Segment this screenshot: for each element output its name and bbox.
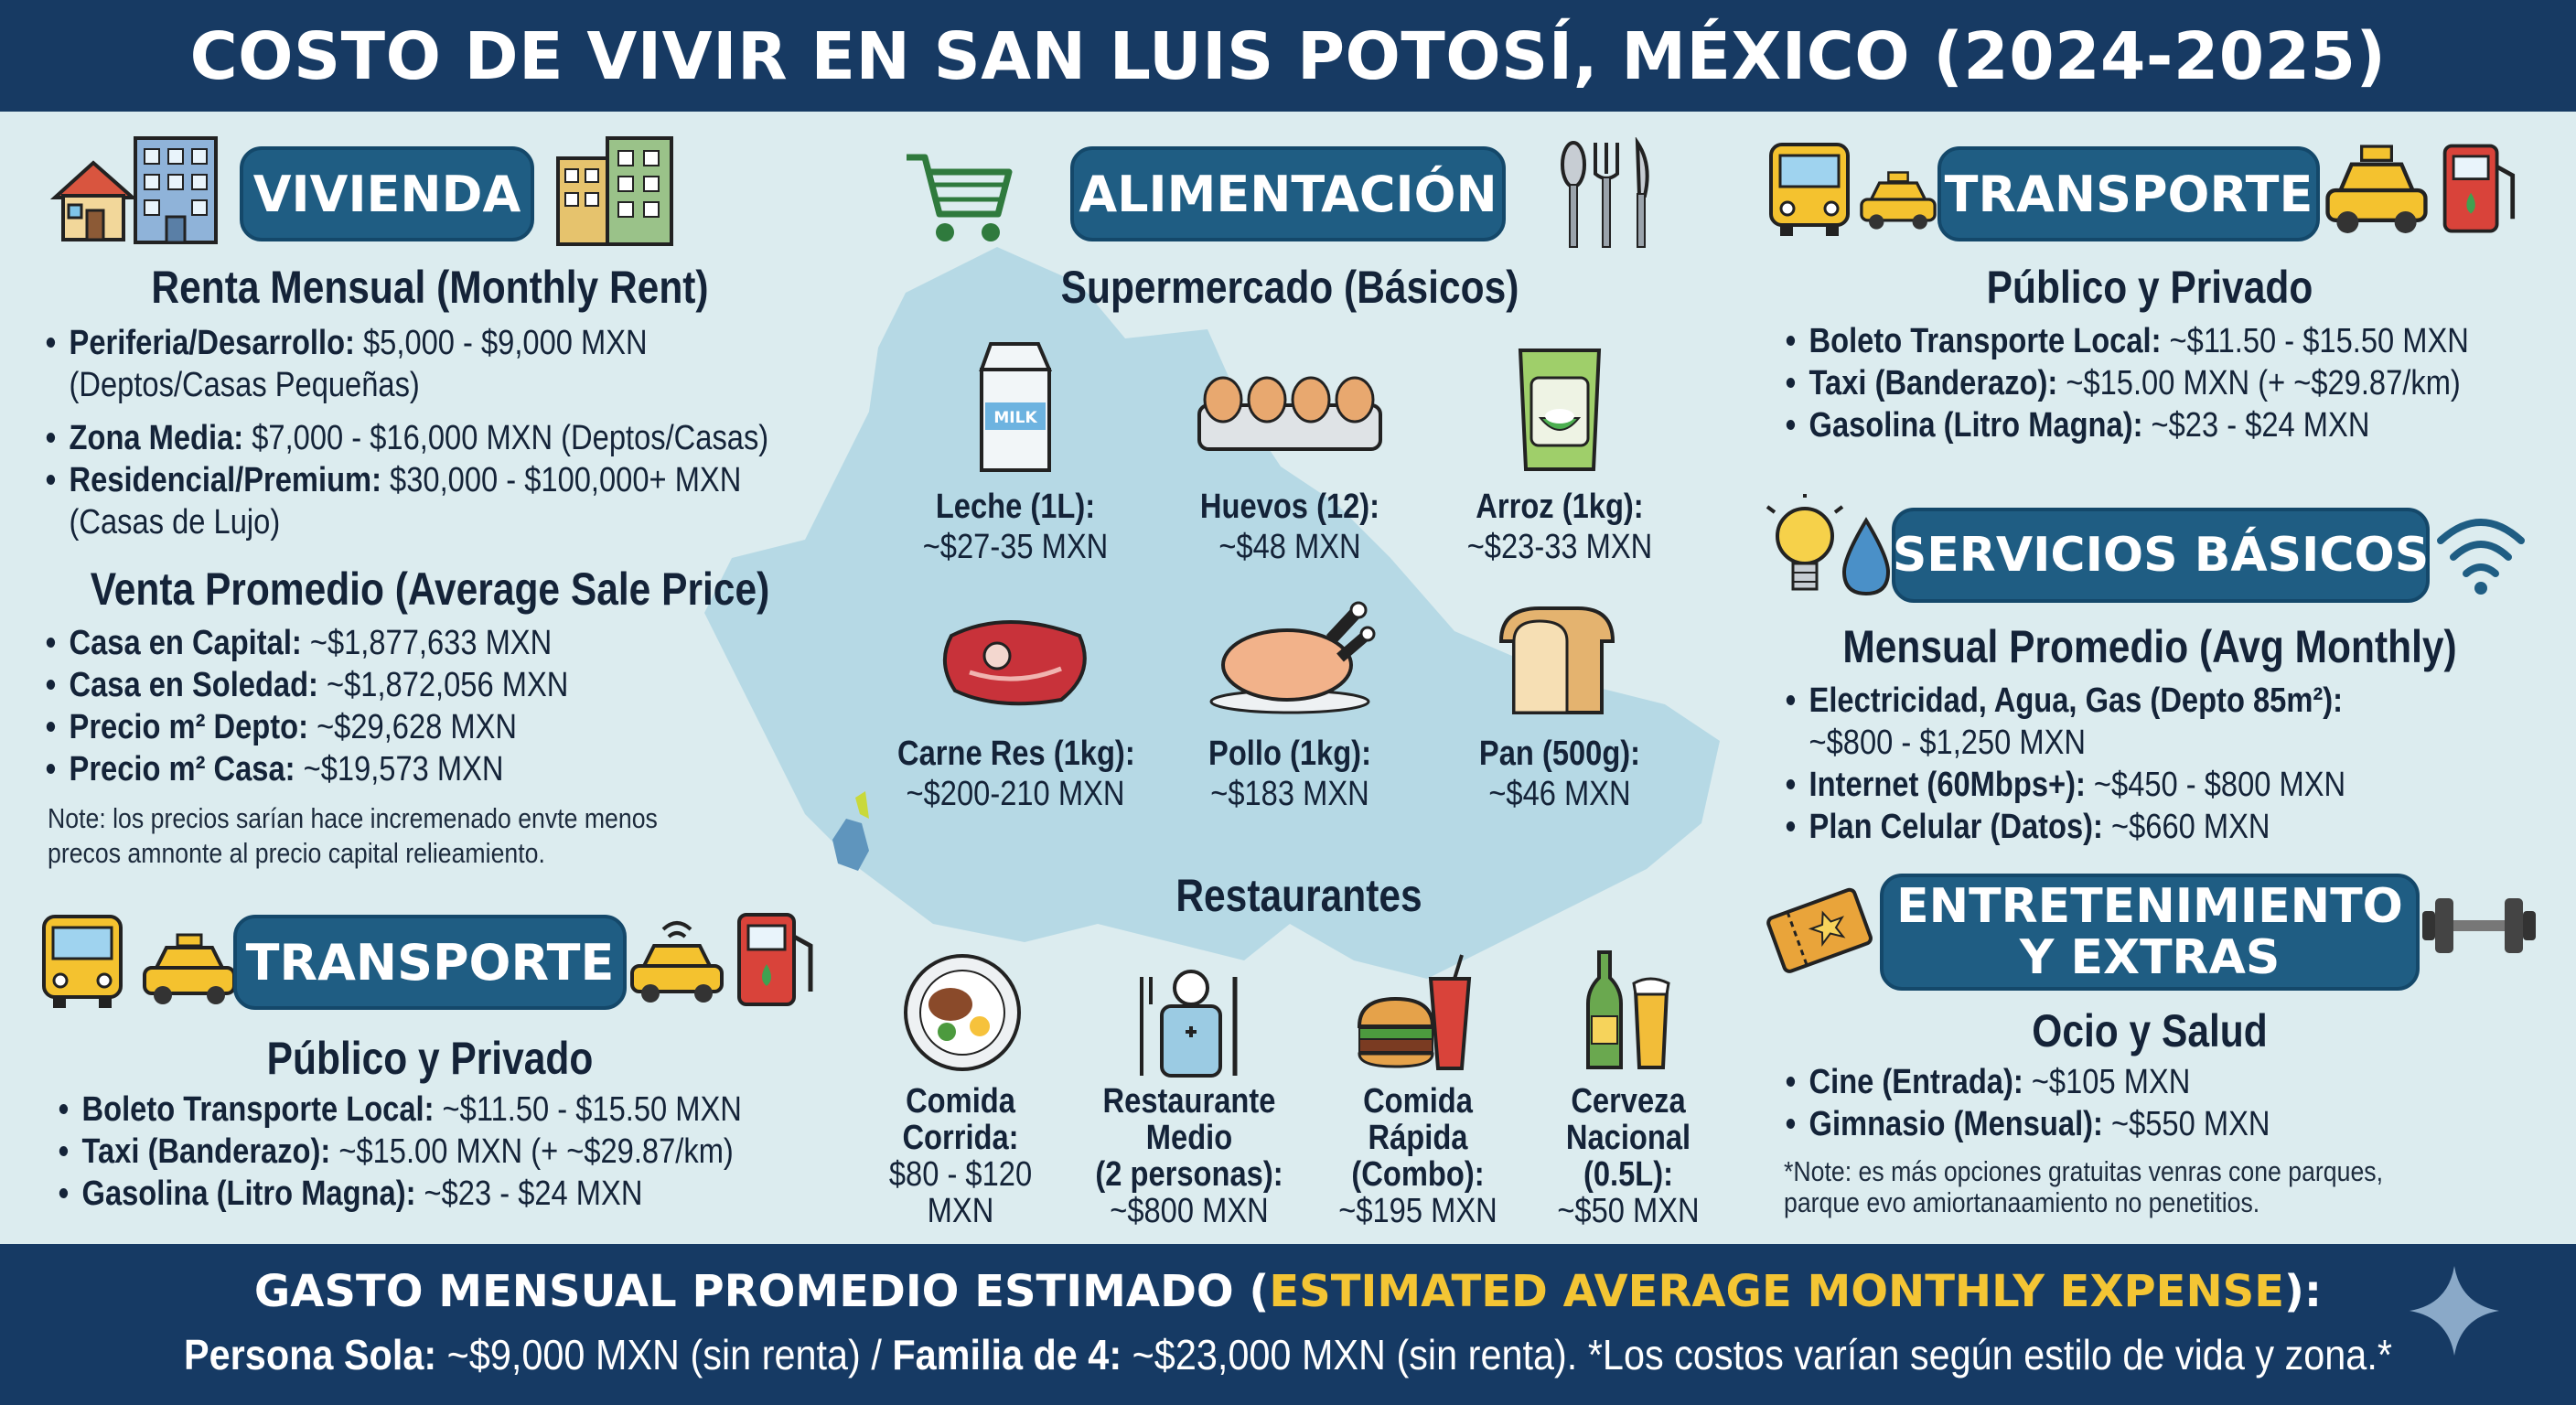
taxi-icon	[1860, 171, 1937, 230]
transporte-right-subtitle: Público y Privado	[1986, 262, 2313, 313]
sale-subtitle: Venta Promedio (Average Sale Price)	[90, 563, 770, 615]
supermarket-item-leche: Leche (1L): ~$27-35 MXN	[922, 488, 1109, 566]
list-item: Plan Celular (Datos): ~$660 MXN	[1784, 806, 2345, 848]
list-item: Casa en Soledad: ~$1,872,056 MXN	[44, 664, 569, 706]
supermarket-item-carne: Carne Res (1kg): ~$200-210 MXN	[897, 735, 1135, 813]
list-item: Gimnasio (Mensual): ~$550 MXN	[1784, 1103, 2270, 1145]
restaurant-item-restaurante-medio: Restaurante Medio (2 personas): ~$800 MXN	[1095, 1082, 1283, 1230]
entretenimiento-subtitle: Ocio y Salud	[2032, 1005, 2268, 1056]
page-title: COSTO DE VIVIR EN SAN LUIS POTOSÍ, MÉXIC…	[189, 17, 2387, 94]
list-item: Gasolina (Litro Magna): ~$23 - $24 MXN	[1784, 404, 2469, 446]
milk-carton-icon: MILK	[979, 342, 1053, 472]
beer-icon	[1586, 950, 1670, 1069]
section-header-transporte-right: TRANSPORTE	[1937, 146, 2320, 241]
servicios-list: Electricidad, Agua, Gas (Depto 85m²):~$8…	[1784, 680, 2437, 848]
list-item: Boleto Transporte Local: ~$11.50 - $15.5…	[57, 1089, 742, 1131]
gas-pump-icon	[737, 913, 813, 1006]
footer-summary: Persona Sola: ~$9,000 MXN (sin renta) / …	[184, 1331, 2392, 1378]
bus-icon	[42, 915, 123, 1008]
apartment-building-icon	[134, 136, 218, 244]
restaurantes-subtitle: Restaurantes	[1175, 870, 1422, 921]
section-header-transporte-left: TRANSPORTE	[233, 915, 627, 1010]
milk-label: MILK	[993, 409, 1037, 427]
house-icon	[50, 160, 137, 241]
entretenimiento-list: Cine (Entrada): ~$105 MXN Gimnasio (Mens…	[1784, 1061, 2349, 1145]
list-item: Precio m² Casa: ~$19,573 MXN	[44, 748, 568, 790]
transporte-left-subtitle: Público y Privado	[266, 1033, 594, 1084]
transporte-left-list: Boleto Transporte Local: ~$11.50 - $15.5…	[57, 1089, 853, 1215]
transporte-right-header-label: TRANSPORTE	[1944, 165, 2313, 223]
fast-food-icon	[1357, 954, 1472, 1070]
title-banner: COSTO DE VIVIR EN SAN LUIS POTOSÍ, MÉXIC…	[0, 0, 2576, 112]
servicios-subtitle: Mensual Promedio (Avg Monthly)	[1842, 621, 2457, 672]
supermarket-item-arroz: Arroz (1kg): ~$23-33 MXN	[1466, 488, 1653, 566]
servicios-header-label: SERVICIOS BÁSICOS	[1892, 528, 2430, 583]
list-item: Gasolina (Litro Magna): ~$23 - $24 MXN	[57, 1173, 742, 1215]
transporte-left-header-label: TRANSPORTE	[245, 933, 615, 992]
tickets-icon	[1766, 887, 1873, 973]
lightbulb-icon	[1766, 494, 1844, 591]
shopping-cart-icon	[907, 154, 1013, 241]
wifi-icon	[2437, 519, 2525, 595]
sparkle-icon	[2410, 1266, 2499, 1356]
list-item: Periferia/Desarrollo: $5,000 - $9,000 MX…	[44, 322, 768, 406]
taxi-icon	[2325, 145, 2428, 233]
supermercado-subtitle: Supermercado (Básicos)	[1060, 262, 1519, 313]
supermarket-item-huevos: Huevos (12): ~$48 MXN	[1199, 488, 1380, 566]
list-item: Cine (Entrada): ~$105 MXN	[1784, 1061, 2270, 1103]
entretenimiento-note: *Note: es más opciones gratuitas venras …	[1784, 1155, 2384, 1218]
supermarket-item-pan: Pan (500g): ~$46 MXN	[1478, 735, 1641, 813]
roast-chicken-icon	[1209, 601, 1376, 714]
steak-icon	[942, 620, 1087, 706]
rice-bag-icon	[1518, 349, 1602, 471]
restaurant-item-cerveza: Cerveza Nacional (0.5L): ~$50 MXN	[1557, 1082, 1700, 1230]
list-item: Taxi (Banderazo): ~$15.00 MXN (+ ~$29.87…	[57, 1131, 742, 1173]
list-item: Zona Media: $7,000 - $16,000 MXN (Deptos…	[44, 417, 768, 459]
smart-car-icon	[630, 921, 724, 1003]
list-item: Residencial/Premium: $30,000 - $100,000+…	[44, 459, 768, 543]
water-drop-icon	[1841, 517, 1891, 596]
list-item: Taxi (Banderazo): ~$15.00 MXN (+ ~$29.87…	[1784, 362, 2469, 404]
section-header-vivienda: VIVIENDA	[240, 146, 534, 241]
plate-meal-icon	[904, 954, 1021, 1071]
footer-heading: GASTO MENSUAL PROMEDIO ESTIMADO (ESTIMAT…	[253, 1266, 2323, 1317]
rent-list: Periferia/Desarrollo: $5,000 - $9,000 MX…	[44, 322, 886, 543]
chef-restaurant-icon	[1140, 970, 1238, 1078]
list-item: Casa en Capital: ~$1,877,633 MXN	[44, 622, 568, 664]
vivienda-header-label: VIVIENDA	[252, 165, 521, 223]
restaurant-item-comida-rapida: Comida Rápida (Combo): ~$195 MXN	[1338, 1082, 1497, 1230]
gas-pump-icon	[2442, 144, 2516, 233]
section-header-alimentacion: ALIMENTACIÓN	[1070, 146, 1506, 241]
vivienda-note: Note: los precios sarían hace incremenad…	[48, 802, 658, 869]
transporte-right-list: Boleto Transporte Local: ~$11.50 - $15.5…	[1784, 320, 2576, 446]
supermarket-item-pollo: Pollo (1kg): ~$183 MXN	[1208, 735, 1371, 813]
sale-list: Casa en Capital: ~$1,877,633 MXN Casa en…	[44, 622, 654, 790]
list-item: Internet (60Mbps+): ~$450 - $800 MXN	[1784, 764, 2345, 806]
entretenimiento-header-line1: ENTRETENIMIENTO	[1896, 879, 2403, 934]
list-item: Precio m² Depto: ~$29,628 MXN	[44, 706, 568, 748]
bread-icon	[1498, 606, 1615, 714]
rent-subtitle: Renta Mensual (Monthly Rent)	[151, 262, 709, 313]
alimentacion-header-label: ALIMENTACIÓN	[1079, 165, 1497, 223]
entretenimiento-header-line2: Y EXTRAS	[2019, 930, 2281, 985]
cutlery-icon	[1561, 137, 1649, 248]
restaurant-item-comida-corrida: Comida Corrida: $80 - $120 MXN	[888, 1082, 1033, 1230]
bus-icon	[1769, 143, 1850, 236]
section-header-entretenimiento: ENTRETENIMIENTO Y EXTRAS	[1880, 874, 2420, 991]
section-header-servicios: SERVICIOS BÁSICOS	[1892, 508, 2430, 603]
eggs-icon	[1197, 376, 1382, 451]
list-item: Electricidad, Agua, Gas (Depto 85m²):~$8…	[1784, 680, 2345, 764]
state-map-illustration	[704, 247, 1720, 979]
list-item: Boleto Transporte Local: ~$11.50 - $15.5…	[1784, 320, 2469, 362]
taxi-icon	[143, 933, 236, 1004]
summary-footer: GASTO MENSUAL PROMEDIO ESTIMADO (ESTIMAT…	[0, 1244, 2576, 1405]
dumbbell-icon	[2422, 898, 2536, 953]
office-building-icon	[556, 136, 673, 246]
